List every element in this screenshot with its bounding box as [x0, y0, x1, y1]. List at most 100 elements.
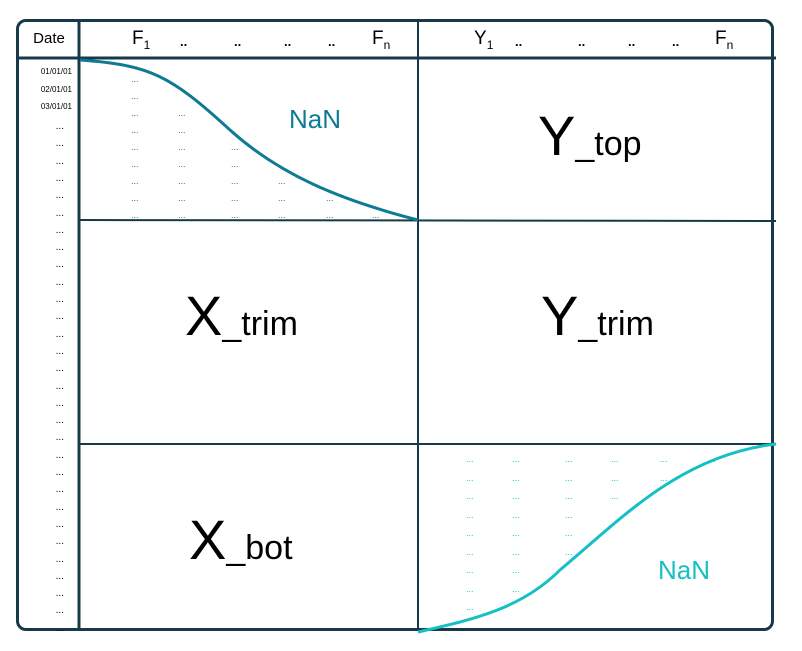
- missing-value-dot: ...: [512, 510, 520, 520]
- date-ellipsis: ...: [55, 502, 64, 513]
- missing-value-dot: ...: [372, 210, 380, 220]
- missing-value-dot: ...: [178, 193, 186, 203]
- header-x-last: Fn: [372, 28, 391, 53]
- missing-value-dot: ...: [512, 584, 520, 594]
- date-ellipsis: ...: [55, 484, 64, 495]
- missing-value-dot: ...: [660, 454, 668, 464]
- header-y-last: Fn: [715, 28, 734, 53]
- missing-value-dot: ...: [512, 528, 520, 538]
- missing-value-dot: ...: [565, 473, 573, 483]
- missing-value-dot: ...: [565, 454, 573, 464]
- missing-value-dot: ...: [466, 473, 474, 483]
- date-ellipsis: ...: [55, 121, 64, 132]
- nan-curve-top: [79, 58, 419, 222]
- missing-value-dot: ...: [231, 193, 239, 203]
- missing-value-dot: ...: [178, 159, 186, 169]
- date-ellipsis: ...: [55, 173, 64, 184]
- date-ellipsis: ...: [55, 571, 64, 582]
- missing-value-dot: ...: [611, 454, 619, 464]
- missing-value-dot: ...: [131, 108, 139, 118]
- date-ellipsis: ...: [55, 623, 64, 634]
- missing-value-dot: ...: [512, 547, 520, 557]
- missing-value-dot: ...: [466, 454, 474, 464]
- date-ellipsis: ...: [55, 225, 64, 236]
- header-x-ellipsis: ..: [180, 34, 188, 49]
- date-ellipsis: ...: [55, 277, 64, 288]
- missing-value-dot: ...: [512, 565, 520, 575]
- nan-label-bottom: NaN: [658, 555, 711, 585]
- missing-value-dot: ...: [466, 491, 474, 501]
- missing-value-dot: ...: [565, 528, 573, 538]
- block-x-trim: X_trim: [185, 284, 298, 347]
- missing-value-dot: ...: [512, 491, 520, 501]
- block-y-trim: Y_trim: [541, 284, 654, 347]
- missing-value-dot: ...: [131, 176, 139, 186]
- missing-value-dot: ...: [326, 193, 334, 203]
- missing-value-dot: ...: [178, 142, 186, 152]
- date-ellipsis: ...: [55, 156, 64, 167]
- missing-value-dot: ...: [131, 142, 139, 152]
- missing-value-dot: ...: [326, 210, 334, 220]
- missing-value-dot: ...: [466, 510, 474, 520]
- missing-value-dot: ...: [231, 176, 239, 186]
- date-row-label: 03/01/01: [40, 102, 72, 111]
- date-ellipsis: ...: [55, 536, 64, 547]
- header-y-ellipsis: ..: [628, 34, 636, 49]
- date-ellipsis: ...: [55, 519, 64, 530]
- missing-value-dot: ...: [278, 210, 286, 220]
- date-ellipsis: ...: [55, 190, 64, 201]
- date-row-label: 01/01/01: [40, 67, 72, 76]
- missing-value-dot: ...: [131, 159, 139, 169]
- missing-value-dot: ...: [565, 510, 573, 520]
- date-ellipsis: ...: [55, 432, 64, 443]
- missing-value-dot: ...: [611, 491, 619, 501]
- date-ellipsis: ...: [55, 588, 64, 599]
- header-x-ellipsis: ..: [328, 34, 336, 49]
- block-x-bot: X_bot: [189, 508, 293, 571]
- missing-value-dot: ...: [178, 210, 186, 220]
- missing-value-dot: ...: [231, 210, 239, 220]
- date-ellipsis: ...: [55, 467, 64, 478]
- top-row-divider: [79, 219, 777, 222]
- date-ellipsis: ...: [55, 554, 64, 565]
- missing-value-dot: ...: [512, 473, 520, 483]
- date-ellipsis: ...: [55, 242, 64, 253]
- missing-value-dot: ...: [466, 602, 474, 612]
- date-ellipsis: ...: [55, 329, 64, 340]
- date-ellipsis: ...: [55, 259, 64, 270]
- date-ellipsis: ...: [55, 381, 64, 392]
- header-x-ellipsis: ..: [284, 34, 292, 49]
- date-row-label: 02/01/01: [40, 85, 72, 94]
- missing-value-dot: ...: [178, 125, 186, 135]
- date-header: Date: [33, 30, 65, 47]
- header-y-ellipsis: ..: [578, 34, 586, 49]
- missing-value-dot: ...: [466, 547, 474, 557]
- date-ellipsis: ...: [55, 605, 64, 616]
- date-ellipsis: ...: [55, 208, 64, 219]
- header-y-first: Y1: [474, 28, 494, 53]
- missing-value-dot: ...: [231, 142, 239, 152]
- block-y-top: Y_top: [538, 104, 642, 167]
- missing-value-dot: ...: [278, 193, 286, 203]
- missing-value-dot: ...: [231, 159, 239, 169]
- date-ellipsis: ...: [55, 450, 64, 461]
- header-y-ellipsis: ..: [672, 34, 680, 49]
- missing-value-dot: ...: [131, 210, 139, 220]
- missing-value-dot: ...: [131, 74, 139, 84]
- missing-value-dot: ...: [466, 528, 474, 538]
- header-x-ellipsis: ..: [234, 34, 242, 49]
- date-ellipsis: ...: [55, 415, 64, 426]
- date-ellipsis: ...: [55, 363, 64, 374]
- nan-curve-bottom: [417, 442, 777, 634]
- missing-value-dot: ...: [178, 176, 186, 186]
- missing-value-dot: ...: [278, 176, 286, 186]
- date-ellipsis: ...: [55, 398, 64, 409]
- date-ellipsis: ...: [55, 346, 64, 357]
- date-ellipsis: ...: [55, 138, 64, 149]
- missing-value-dot: ...: [565, 547, 573, 557]
- missing-value-dot: ...: [466, 584, 474, 594]
- missing-value-dot: ...: [131, 125, 139, 135]
- missing-value-dot: ...: [565, 491, 573, 501]
- missing-value-dot: ...: [611, 473, 619, 483]
